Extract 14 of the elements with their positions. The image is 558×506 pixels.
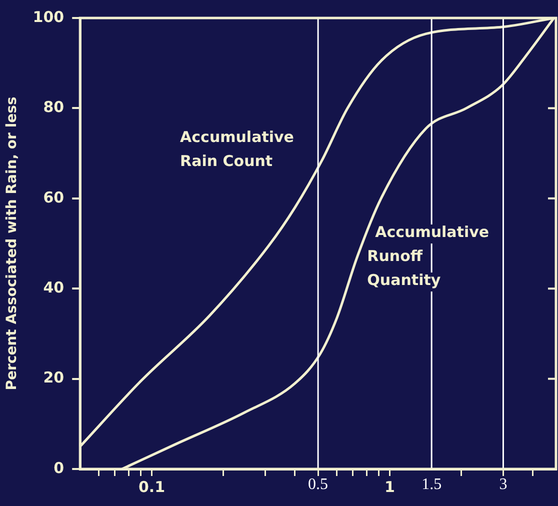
ref-line-label: 3	[499, 476, 508, 494]
y-tick-label: 60	[43, 188, 64, 206]
y-tick-label: 100	[32, 8, 64, 26]
series-label: Accumulative Runoff Quantity	[367, 222, 490, 289]
ref-line-label: 0.5	[308, 476, 328, 494]
series-label: Accumulative Rain Count	[180, 128, 294, 170]
x-tick-label: 0.1	[138, 478, 166, 496]
ref-line-label: 1.5	[422, 476, 442, 494]
y-tick-label: 20	[43, 368, 64, 387]
y-tick-label: 40	[43, 278, 64, 296]
y-axis-title: Percent Associated with Rain, or less	[4, 96, 20, 390]
y-tick-label: 80	[43, 98, 64, 116]
x-tick-label: 1	[384, 478, 395, 496]
y-tick-label: 0	[54, 458, 64, 477]
